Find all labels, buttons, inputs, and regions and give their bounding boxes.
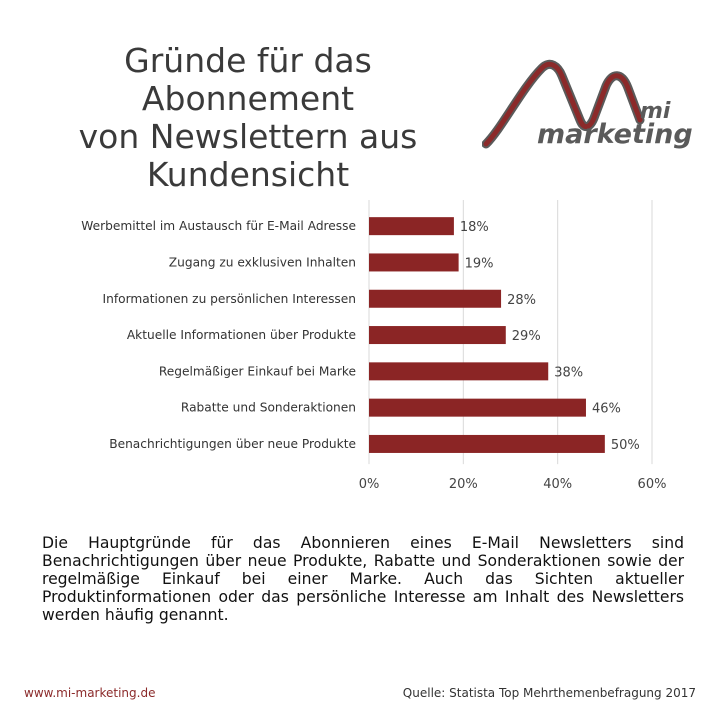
bar-0 — [369, 217, 454, 236]
logo-swoosh-accent — [483, 61, 643, 147]
x-tick-label-3: 60% — [638, 477, 667, 492]
website-link[interactable]: www.mi-marketing.de — [24, 686, 156, 700]
bar-4 — [369, 362, 549, 381]
data-label-3: 29% — [512, 329, 541, 344]
x-tick-label-2: 40% — [543, 477, 572, 492]
bar-6 — [369, 434, 605, 453]
category-label-5: Rabatte und Sonderaktionen — [181, 401, 356, 415]
logo-mi-text: mi — [640, 99, 671, 124]
data-label-4: 38% — [554, 365, 583, 380]
x-tick-label-0: 0% — [359, 477, 380, 492]
bar-1 — [369, 253, 459, 272]
logo-brand-text: marketing — [537, 119, 692, 150]
title-line-2: von Newslettern aus — [78, 117, 418, 156]
title-line-3: Kundensicht — [146, 155, 350, 194]
data-label-1: 19% — [465, 256, 494, 271]
category-label-3: Aktuelle Informationen über Produkte — [127, 328, 356, 342]
data-label-6: 50% — [611, 438, 640, 453]
mi-marketing-logo: mi marketing — [482, 59, 692, 150]
bar-3 — [369, 326, 506, 345]
bar-5 — [369, 398, 586, 417]
page-title: Gründe für das Abonnement von Newsletter… — [18, 42, 478, 194]
title-line-1: Gründe für das Abonnement — [124, 41, 372, 118]
category-label-2: Informationen zu persönlichen Interessen — [103, 292, 356, 306]
bar-2 — [369, 289, 502, 308]
category-label-0: Werbemittel im Austausch für E-Mail Adre… — [81, 219, 356, 233]
category-label-4: Regelmäßiger Einkauf bei Marke — [159, 364, 356, 378]
bar-chart: Werbemittel im Austausch für E-Mail Adre… — [81, 200, 667, 492]
data-label-2: 28% — [507, 293, 536, 308]
source-note: Quelle: Statista Top Mehrthemenbefragung… — [402, 686, 696, 700]
x-tick-label-1: 20% — [449, 477, 478, 492]
data-label-5: 46% — [592, 402, 621, 417]
category-label-6: Benachrichtigungen über neue Produkte — [109, 437, 356, 451]
category-label-1: Zugang zu exklusiven Inhalten — [169, 255, 356, 269]
description-text: Die Hauptgründe für das Abonnieren eines… — [42, 534, 684, 624]
data-label-0: 18% — [460, 220, 489, 235]
